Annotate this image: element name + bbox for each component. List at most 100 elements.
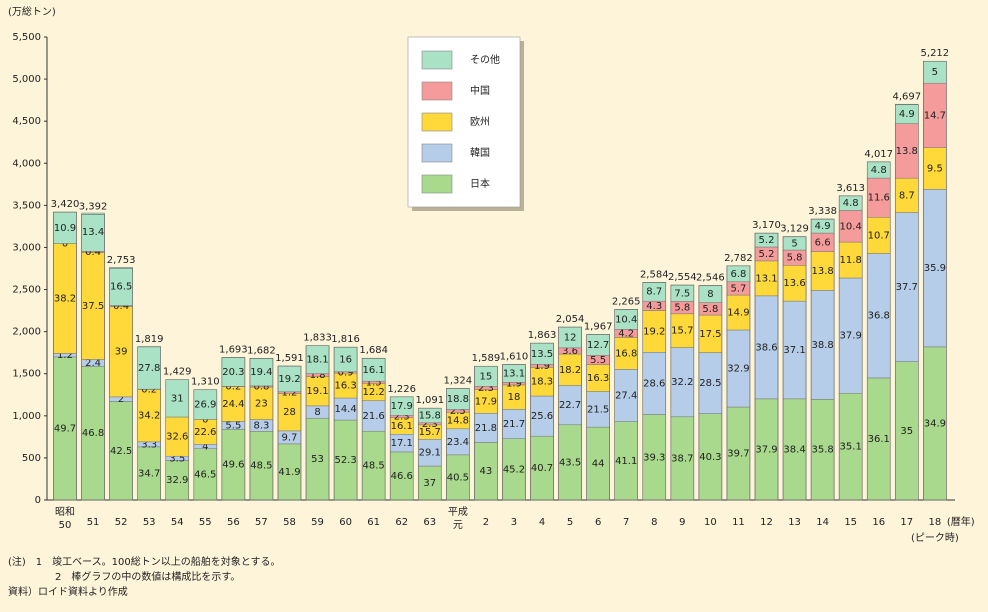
total-label: 1,324 — [444, 376, 473, 387]
segment-label: 37.9 — [755, 444, 777, 455]
segment-label: 16.1 — [363, 365, 385, 376]
segment-label: 16 — [339, 355, 352, 366]
segment-label: 17.9 — [391, 401, 413, 412]
bar-outline — [446, 388, 470, 501]
bar-outline — [502, 364, 526, 501]
y-tick-label: 1,000 — [12, 411, 41, 422]
segment-label: 16.1 — [391, 421, 413, 432]
segment-label: 27.8 — [138, 363, 160, 374]
segment-label: 4.8 — [871, 165, 887, 176]
segment-label: 4.3 — [646, 301, 662, 312]
y-unit: (万総トン) — [8, 5, 56, 18]
segment-label: 5.8 — [674, 303, 690, 314]
total-label: 1,610 — [500, 351, 529, 362]
legend-swatch — [421, 81, 453, 101]
segment-label: 40.7 — [531, 463, 553, 474]
segment-label: 4.8 — [843, 198, 859, 209]
total-label: 3,392 — [79, 201, 108, 212]
x-tick-label: 13 — [788, 517, 801, 528]
segment-label: 37.9 — [840, 331, 862, 342]
bar-outline — [726, 265, 751, 501]
x-tick-label: 4 — [539, 517, 545, 528]
segment-label: 28.6 — [643, 378, 665, 389]
y-tick-label: 4,500 — [12, 116, 41, 127]
segment-label: 28.5 — [699, 378, 721, 389]
segment-label: 27.4 — [615, 391, 637, 402]
segment-label: 32.2 — [671, 377, 693, 388]
bar-outline — [165, 379, 190, 501]
bar-outline — [894, 104, 919, 501]
segment-label: 21.5 — [587, 404, 609, 415]
x-tick-label: 52 — [115, 517, 128, 528]
legend: 日本 韓国 欧州 中国 その他 — [407, 36, 524, 211]
segment-label: 37.5 — [82, 301, 104, 312]
segment-label: 1.2 — [282, 388, 298, 399]
x-tick-label: 16 — [872, 517, 885, 528]
x-tick-label: 9 — [679, 517, 685, 528]
bar-outline — [249, 358, 274, 501]
x-tick-label: 61 — [367, 517, 380, 528]
bar-outline — [333, 346, 358, 501]
total-label: 1,429 — [163, 367, 192, 378]
bar-outline — [474, 365, 498, 501]
segment-label: 8.7 — [646, 287, 662, 298]
legend-label: 日本 — [470, 177, 490, 190]
segment-label: 0 — [62, 238, 68, 249]
total-label: 4,697 — [892, 92, 921, 103]
segment-label: 28 — [283, 407, 296, 418]
segment-label: 15.8 — [419, 411, 441, 422]
y-tick-label: 3,000 — [12, 242, 41, 253]
segment-label: 13.8 — [811, 266, 833, 277]
bar-outline — [530, 342, 554, 501]
segment-label: 2.4 — [85, 358, 101, 369]
segment-label: 37.7 — [896, 282, 918, 293]
legend-swatch — [421, 50, 453, 70]
x-tick-label: 3 — [511, 517, 517, 528]
bar-outline — [586, 334, 610, 501]
segment-label: 37.1 — [783, 345, 805, 356]
segment-label: 9.7 — [282, 432, 298, 443]
segment-label: 1.2 — [57, 350, 73, 361]
bar-outline — [838, 195, 863, 501]
segment-label: 5.5 — [590, 355, 606, 366]
segment-label: 3.5 — [169, 453, 185, 464]
segment-label: 19.1 — [306, 386, 328, 397]
segment-label: 17.9 — [475, 396, 497, 407]
segment-label: 0.8 — [253, 381, 269, 392]
y-tick-label: 5,000 — [12, 74, 41, 85]
total-label: 2,753 — [107, 255, 136, 266]
segment-label: 22.6 — [194, 427, 216, 438]
segment-label: 16.5 — [110, 281, 132, 292]
segment-label: 38.4 — [783, 444, 805, 455]
total-label: 2,782 — [724, 253, 753, 264]
x-tick-label: 53 — [143, 517, 156, 528]
segment-label: 8.7 — [899, 190, 915, 201]
segment-label: 4.9 — [815, 221, 831, 232]
segment-label: 48.5 — [250, 461, 272, 472]
segment-label: 0.2 — [141, 384, 157, 395]
segment-label: 2.5 — [450, 406, 466, 417]
segment-label: 43 — [480, 466, 493, 477]
segment-label: 49.7 — [54, 423, 76, 434]
segment-label: 12 — [564, 332, 577, 343]
bar-outline — [305, 345, 330, 501]
segment-label: 24.4 — [222, 399, 244, 410]
segment-label: 5 — [791, 238, 797, 249]
segment-label: 0.9 — [338, 367, 354, 378]
segment-label: 21.8 — [475, 423, 497, 434]
segment-label: 8 — [707, 289, 713, 300]
segment-label: 38.2 — [54, 293, 76, 304]
segment-label: 3.3 — [141, 439, 157, 450]
total-label: 2,554 — [668, 272, 697, 283]
bar-outline — [277, 365, 302, 501]
segment-label: 32.9 — [166, 475, 188, 486]
segment-label: 13.6 — [783, 278, 805, 289]
total-label: 1,591 — [275, 353, 304, 364]
legend-swatch — [421, 112, 453, 132]
x-tick-label: 51 — [87, 517, 100, 528]
segment-label: 39.7 — [727, 449, 749, 460]
y-tick-label: 0 — [35, 495, 41, 506]
bar-outline — [642, 282, 667, 501]
segment-label: 39 — [115, 347, 128, 358]
